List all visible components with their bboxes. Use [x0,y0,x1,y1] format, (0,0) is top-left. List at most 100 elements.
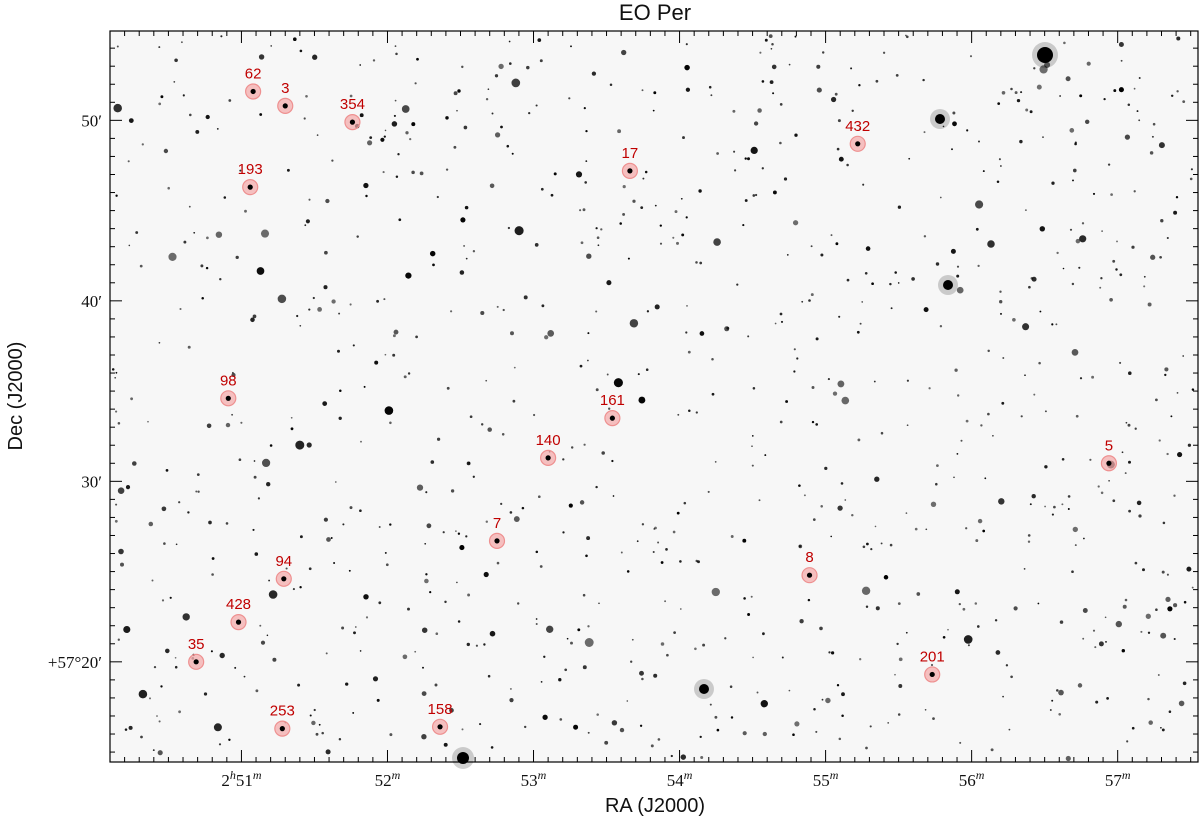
background-star [687,350,691,354]
background-star [1138,514,1142,518]
background-star [936,464,939,467]
background-star [334,481,337,483]
background-star [1168,710,1172,713]
background-star [419,171,424,176]
background-star [1147,631,1151,634]
background-star [1058,689,1064,696]
star-core [494,538,500,544]
background-star [459,270,465,275]
background-star [140,735,143,739]
background-star [698,189,702,193]
background-star [389,421,392,425]
background-star [330,537,333,539]
background-star [999,312,1003,315]
background-star [1151,135,1154,138]
background-star [1077,683,1083,688]
background-star [178,710,182,714]
background-star [798,484,801,487]
background-star [875,606,880,611]
background-star [464,205,469,210]
background-star [174,58,178,63]
background-star [995,650,1001,655]
background-star [1089,458,1092,461]
star-core [437,724,443,730]
background-star [238,458,242,462]
background-star [311,720,316,726]
background-star [779,103,783,106]
background-star [752,194,756,197]
background-star [376,698,380,702]
background-star [758,499,761,502]
background-star [987,240,995,248]
background-star [830,96,837,103]
background-star [714,461,717,463]
background-star [820,505,823,508]
background-star [395,52,398,56]
background-star [583,107,586,110]
background-star [954,589,960,595]
background-star [510,331,514,336]
background-star [820,253,824,257]
background-star [1170,94,1174,98]
background-star [684,64,690,71]
background-star [573,724,579,730]
background-star [1020,415,1023,418]
background-star [807,598,811,602]
background-star [243,675,246,678]
background-star [830,234,833,237]
background-star [436,437,441,441]
background-star [580,241,584,245]
background-star [1055,323,1058,326]
background-star [297,683,301,687]
background-star [305,94,308,98]
background-star [676,241,679,245]
background-star [1019,139,1023,144]
background-star [425,573,428,576]
background-star [446,386,450,390]
background-star [1127,423,1131,427]
background-star [653,91,657,95]
background-star [857,438,861,442]
star-core [806,572,813,578]
background-star [152,749,155,752]
background-star [1013,606,1018,611]
background-star [296,314,299,318]
background-star [963,635,973,644]
background-star [130,397,134,401]
background-star [359,509,362,513]
background-star [654,204,657,207]
background-star [498,63,504,70]
background-star [793,370,796,373]
background-star [711,587,720,597]
background-star [459,545,465,551]
background-star [783,177,788,181]
background-star [568,97,571,100]
background-star [128,244,131,247]
background-star [1037,602,1040,605]
background-star [1091,375,1095,379]
x-tick-label: 55m [813,768,839,790]
background-star [952,121,957,127]
background-star [1025,108,1029,112]
star-core [349,119,356,125]
background-star [1033,67,1036,70]
background-star [1155,398,1158,402]
star-core [609,415,615,421]
background-star [1036,84,1042,90]
background-star [272,657,277,662]
background-star [659,224,662,227]
background-star [1161,570,1165,574]
background-star [173,81,176,83]
background-star [750,595,753,598]
background-star [1126,740,1129,743]
background-star [890,307,893,310]
background-star [372,59,376,62]
background-star [1104,616,1107,619]
background-star [292,37,297,42]
background-star [794,721,800,727]
background-star [1182,100,1186,103]
background-star [764,454,767,457]
background-star [127,160,130,163]
plot-frame [109,30,1199,763]
background-star [980,424,983,427]
